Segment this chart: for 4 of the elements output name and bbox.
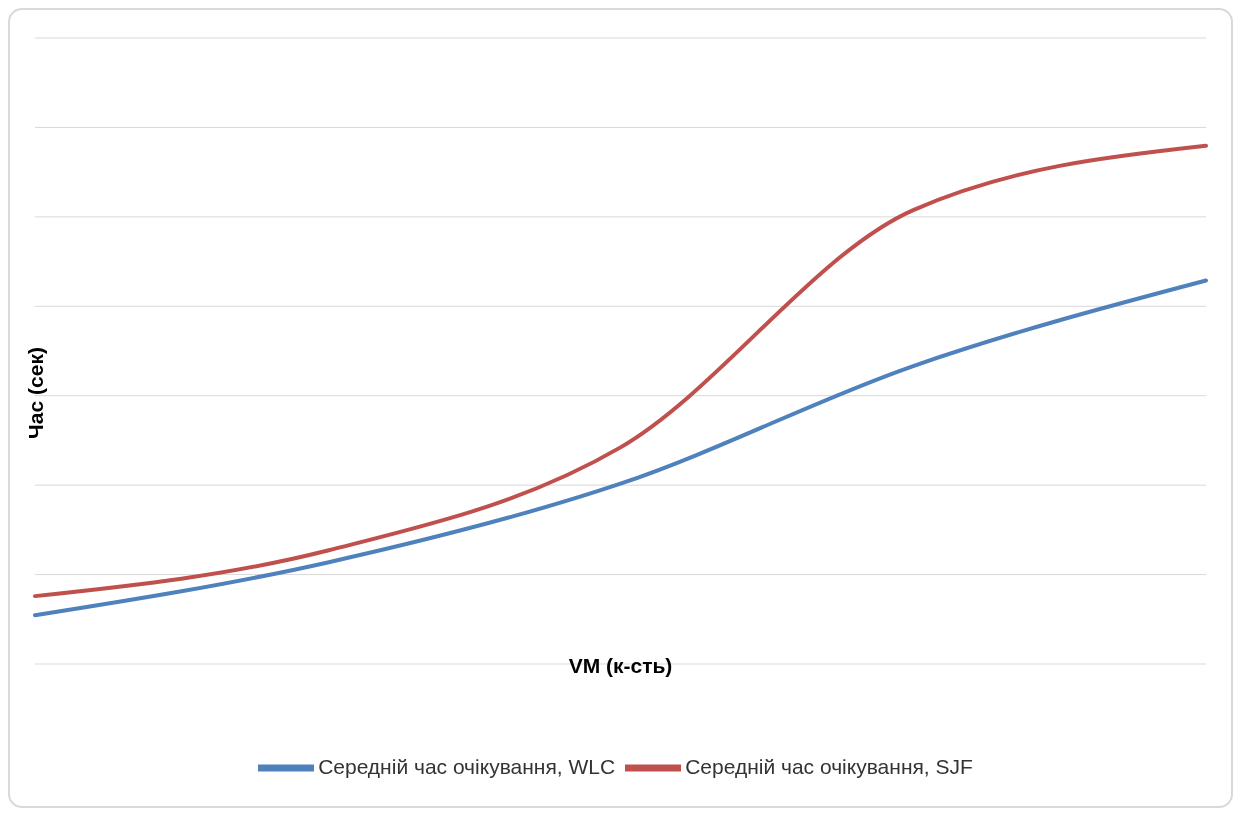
- legend-label: Середній час очікування, SJF: [685, 754, 973, 778]
- legend-label: Середній час очікування, WLC: [318, 754, 616, 778]
- y-axis-title: Час (сек): [24, 347, 48, 439]
- x-axis-title: VM (к-сть): [568, 653, 673, 677]
